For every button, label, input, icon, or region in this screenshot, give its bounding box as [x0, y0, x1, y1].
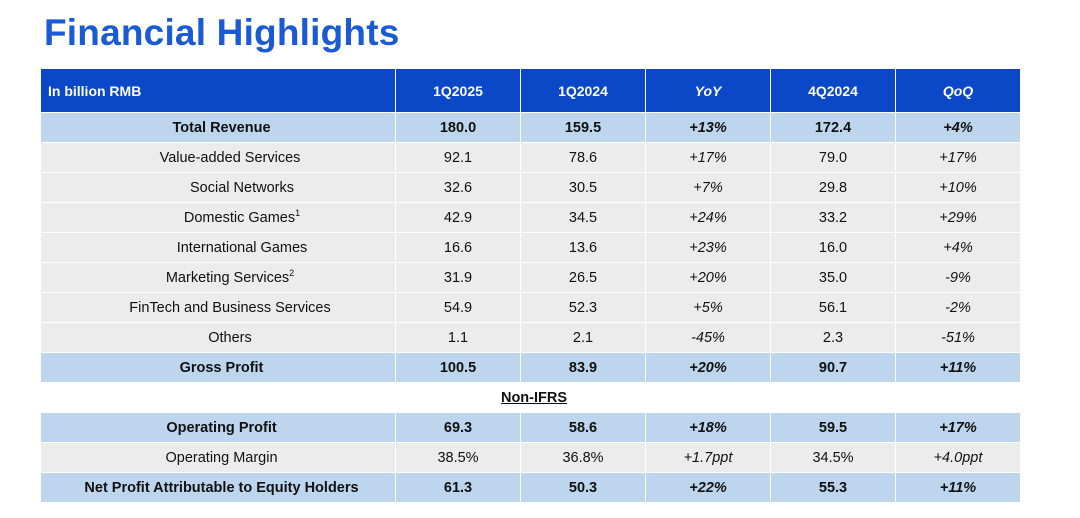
- table-row-operating-profit: Operating Profit 69.3 58.6 +18% 59.5 +17…: [40, 412, 1021, 443]
- cell-qoq: -9%: [895, 262, 1021, 293]
- cell-4q2024: 34.5%: [770, 442, 896, 473]
- cell-1q2024: 58.6: [520, 412, 646, 443]
- column-header-qoq: QoQ: [895, 68, 1021, 113]
- cell-1q2025: 100.5: [395, 352, 521, 383]
- cell-qoq: +11%: [895, 352, 1021, 383]
- section-heading: Non-IFRS: [40, 382, 1021, 413]
- row-label: Others: [40, 322, 396, 353]
- cell-1q2024: 83.9: [520, 352, 646, 383]
- cell-yoy: +13%: [645, 112, 771, 143]
- table-row-social-networks: Social Networks 32.6 30.5 +7% 29.8 +10%: [40, 172, 1021, 203]
- cell-qoq: -2%: [895, 292, 1021, 323]
- cell-1q2025: 69.3: [395, 412, 521, 443]
- row-label: Domestic Games: [183, 209, 296, 226]
- cell-yoy: +23%: [645, 232, 771, 263]
- cell-yoy: +18%: [645, 412, 771, 443]
- cell-4q2024: 90.7: [770, 352, 896, 383]
- table-row-international-games: International Games 16.6 13.6 +23% 16.0 …: [40, 232, 1021, 263]
- row-label: Operating Margin: [40, 442, 396, 473]
- cell-1q2024: 78.6: [520, 142, 646, 173]
- table-row-marketing-services: Marketing Services2 31.9 26.5 +20% 35.0 …: [40, 262, 1021, 293]
- cell-4q2024: 33.2: [770, 202, 896, 233]
- row-label: Operating Profit: [40, 412, 396, 443]
- column-header-1q2025: 1Q2025: [395, 68, 521, 113]
- cell-1q2025: 31.9: [395, 262, 521, 293]
- row-label: Total Revenue: [40, 112, 396, 143]
- cell-qoq: +4%: [895, 112, 1021, 143]
- cell-qoq: +10%: [895, 172, 1021, 203]
- cell-qoq: +4.0ppt: [895, 442, 1021, 473]
- cell-4q2024: 59.5: [770, 412, 896, 443]
- cell-qoq: +4%: [895, 232, 1021, 263]
- table-row-gross-profit: Gross Profit 100.5 83.9 +20% 90.7 +11%: [40, 352, 1021, 383]
- cell-4q2024: 172.4: [770, 112, 896, 143]
- cell-yoy: +5%: [645, 292, 771, 323]
- cell-yoy: +1.7ppt: [645, 442, 771, 473]
- unit-header: In billion RMB: [40, 68, 396, 113]
- table-row-others: Others 1.1 2.1 -45% 2.3 -51%: [40, 322, 1021, 353]
- cell-qoq: -51%: [895, 322, 1021, 353]
- table-row-domestic-games: Domestic Games1 42.9 34.5 +24% 33.2 +29%: [40, 202, 1021, 233]
- cell-qoq: +17%: [895, 142, 1021, 173]
- cell-1q2024: 13.6: [520, 232, 646, 263]
- row-label: FinTech and Business Services: [40, 292, 396, 323]
- column-header-4q2024: 4Q2024: [770, 68, 896, 113]
- footnote-marker: 1: [295, 207, 301, 218]
- table-row-net-profit: Net Profit Attributable to Equity Holder…: [40, 472, 1021, 503]
- column-header-yoy: YoY: [645, 68, 771, 113]
- cell-1q2024: 159.5: [520, 112, 646, 143]
- row-label: Social Networks: [40, 172, 396, 203]
- cell-qoq: +29%: [895, 202, 1021, 233]
- cell-1q2025: 180.0: [395, 112, 521, 143]
- row-label: International Games: [40, 232, 396, 263]
- cell-1q2025: 54.9: [395, 292, 521, 323]
- cell-1q2025: 16.6: [395, 232, 521, 263]
- cell-1q2025: 92.1: [395, 142, 521, 173]
- cell-1q2025: 32.6: [395, 172, 521, 203]
- cell-yoy: +20%: [645, 352, 771, 383]
- cell-4q2024: 35.0: [770, 262, 896, 293]
- table-row-value-added-services: Value-added Services 92.1 78.6 +17% 79.0…: [40, 142, 1021, 173]
- footnote-marker: 2: [289, 267, 295, 278]
- cell-1q2025: 42.9: [395, 202, 521, 233]
- cell-4q2024: 79.0: [770, 142, 896, 173]
- cell-yoy: -45%: [645, 322, 771, 353]
- column-header-1q2024: 1Q2024: [520, 68, 646, 113]
- cell-1q2025: 61.3: [395, 472, 521, 503]
- table-row-operating-margin: Operating Margin 38.5% 36.8% +1.7ppt 34.…: [40, 442, 1021, 473]
- row-label-cell: Marketing Services2: [40, 262, 396, 293]
- page-title: Financial Highlights: [44, 12, 400, 53]
- row-label: Net Profit Attributable to Equity Holder…: [40, 472, 396, 503]
- table-row-total-revenue: Total Revenue 180.0 159.5 +13% 172.4 +4%: [40, 112, 1021, 143]
- row-label: Value-added Services: [40, 142, 396, 173]
- cell-1q2024: 2.1: [520, 322, 646, 353]
- cell-1q2024: 52.3: [520, 292, 646, 323]
- cell-4q2024: 55.3: [770, 472, 896, 503]
- financial-highlights-table: In billion RMB 1Q2025 1Q2024 YoY 4Q2024 …: [40, 68, 1021, 503]
- table-row-fintech-business-services: FinTech and Business Services 54.9 52.3 …: [40, 292, 1021, 323]
- cell-yoy: +22%: [645, 472, 771, 503]
- row-label: Marketing Services: [165, 269, 290, 286]
- row-label: Gross Profit: [40, 352, 396, 383]
- cell-yoy: +20%: [645, 262, 771, 293]
- cell-qoq: +11%: [895, 472, 1021, 503]
- cell-1q2024: 34.5: [520, 202, 646, 233]
- cell-4q2024: 56.1: [770, 292, 896, 323]
- row-label-cell: Domestic Games1: [40, 202, 396, 233]
- cell-1q2025: 1.1: [395, 322, 521, 353]
- cell-1q2024: 50.3: [520, 472, 646, 503]
- table-row-non-ifrs-heading: Non-IFRS: [40, 382, 1021, 413]
- cell-4q2024: 2.3: [770, 322, 896, 353]
- cell-4q2024: 16.0: [770, 232, 896, 263]
- cell-1q2025: 38.5%: [395, 442, 521, 473]
- cell-1q2024: 26.5: [520, 262, 646, 293]
- cell-1q2024: 36.8%: [520, 442, 646, 473]
- cell-yoy: +24%: [645, 202, 771, 233]
- cell-1q2024: 30.5: [520, 172, 646, 203]
- cell-4q2024: 29.8: [770, 172, 896, 203]
- cell-yoy: +17%: [645, 142, 771, 173]
- cell-qoq: +17%: [895, 412, 1021, 443]
- cell-yoy: +7%: [645, 172, 771, 203]
- table-header-row: In billion RMB 1Q2025 1Q2024 YoY 4Q2024 …: [40, 68, 1021, 113]
